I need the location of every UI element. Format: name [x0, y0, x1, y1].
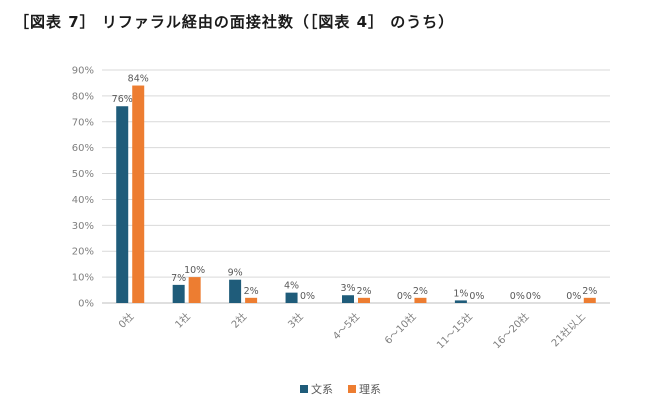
bar-series2 — [188, 277, 201, 303]
data-label: 4% — [284, 281, 299, 292]
x-tick-label: 6～10社 — [382, 310, 419, 347]
x-tick-label: 4～5社 — [330, 310, 362, 342]
x-tick-label: 3社 — [285, 310, 306, 331]
y-tick-label: 70% — [72, 117, 94, 128]
chart-title: ［図表 7］ リファラル経由の面接社数（［図表 4］ のうち） — [14, 13, 455, 31]
bar-series1 — [285, 292, 298, 303]
bar-series2 — [583, 297, 596, 303]
data-label: 0% — [526, 291, 541, 302]
data-label: 0% — [397, 291, 412, 302]
data-label: 0% — [510, 291, 525, 302]
data-label: 3% — [340, 283, 355, 294]
data-label: 0% — [469, 291, 484, 302]
data-label: 76% — [112, 94, 133, 105]
data-label: 84% — [128, 74, 149, 85]
legend-label: 文系 — [311, 382, 333, 396]
legend-swatch — [348, 385, 356, 393]
y-tick-label: 90% — [72, 66, 94, 77]
x-tick-label: 21社以上 — [548, 310, 587, 349]
data-label: 7% — [171, 273, 186, 284]
data-label: 0% — [566, 291, 581, 302]
bar-series1 — [342, 295, 354, 303]
bar-series1 — [172, 284, 185, 303]
data-label: 2% — [356, 286, 371, 297]
y-tick-label: 80% — [72, 91, 94, 102]
bar-series2 — [358, 297, 370, 303]
bar-series1 — [116, 106, 129, 303]
y-tick-label: 30% — [72, 221, 94, 232]
x-tick-label: 1社 — [172, 310, 193, 331]
y-tick-label: 0% — [78, 299, 94, 310]
x-tick-label: 11～15社 — [434, 310, 475, 351]
y-tick-label: 20% — [72, 247, 94, 258]
bar-series1 — [229, 279, 242, 303]
y-tick-label: 60% — [72, 143, 94, 154]
data-label: 0% — [300, 291, 315, 302]
data-label: 2% — [413, 286, 428, 297]
y-tick-label: 40% — [72, 195, 94, 206]
data-label: 1% — [453, 288, 468, 299]
x-tick-label: 2社 — [228, 310, 249, 331]
data-label: 9% — [228, 268, 243, 279]
y-tick-label: 10% — [72, 273, 94, 284]
legend-swatch — [300, 385, 308, 393]
legend-label: 理系 — [359, 383, 381, 396]
data-label: 2% — [244, 286, 259, 297]
x-tick-label: 0社 — [116, 310, 137, 331]
data-label: 10% — [184, 265, 205, 276]
bar-series1 — [454, 300, 467, 303]
x-tick-label: 16～20社 — [490, 310, 531, 351]
bar-series2 — [132, 85, 145, 304]
data-label: 2% — [582, 286, 597, 297]
bar-series2 — [245, 297, 258, 303]
bar-series2 — [414, 297, 427, 303]
y-tick-label: 50% — [72, 169, 94, 180]
